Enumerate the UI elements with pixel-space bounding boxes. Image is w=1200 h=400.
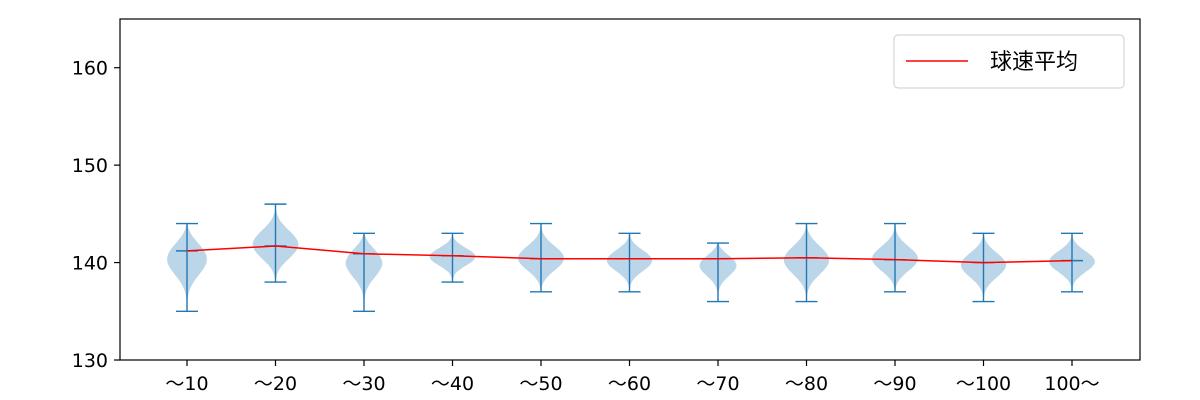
x-tick-label: ～20 bbox=[254, 373, 297, 395]
x-tick-label: ～80 bbox=[785, 373, 828, 395]
legend: 球速平均 bbox=[893, 34, 1125, 89]
x-tick-label: ～30 bbox=[342, 373, 385, 395]
legend-label: 球速平均 bbox=[990, 50, 1078, 75]
y-tick-label: 140 bbox=[72, 253, 108, 275]
x-axis: ～10 ～20 ～30 ～40 ～50 ～60 ～70 ～80 ～90 ～100 100～ bbox=[165, 360, 1100, 395]
mean-series-line bbox=[186, 245, 1073, 264]
x-tick-label: 100～ bbox=[1044, 373, 1099, 395]
x-tick-label: ～50 bbox=[519, 373, 562, 395]
mean-line-group bbox=[186, 245, 1073, 264]
x-tick-label: ～90 bbox=[873, 373, 916, 395]
x-tick-label: ～10 bbox=[165, 373, 208, 395]
y-axis: 130 140 150 160 bbox=[72, 58, 120, 372]
y-tick-label: 150 bbox=[72, 155, 108, 177]
x-tick-label: ～70 bbox=[696, 373, 739, 395]
y-tick-label: 160 bbox=[72, 58, 108, 80]
legend-box bbox=[893, 34, 1125, 89]
y-tick-label: 130 bbox=[72, 350, 108, 372]
x-tick-label: ～60 bbox=[608, 373, 651, 395]
x-tick-label: ～100 bbox=[956, 373, 1011, 395]
x-tick-label: ～40 bbox=[431, 373, 474, 395]
